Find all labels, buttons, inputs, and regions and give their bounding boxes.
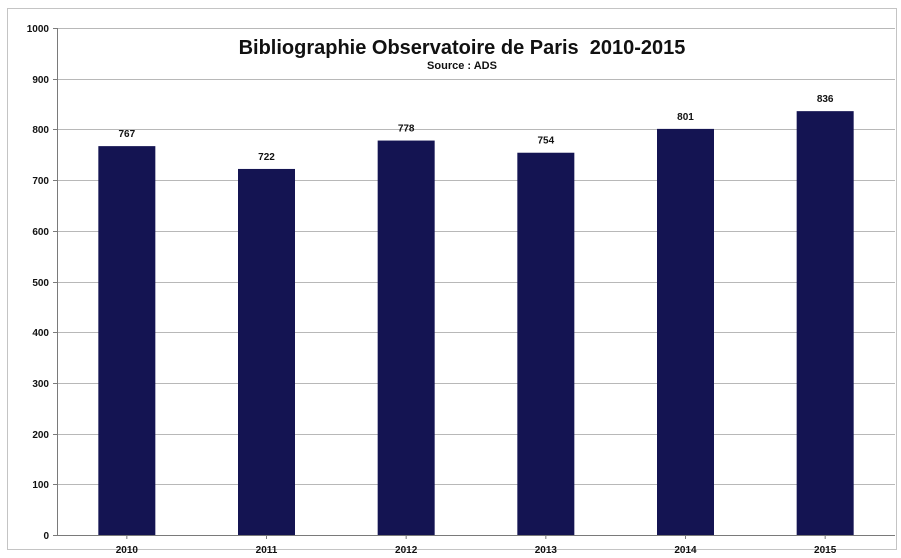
- x-tick-label: 2010: [116, 545, 139, 556]
- chart-subtitle: Source : ADS: [427, 60, 497, 72]
- data-label-2014: 801: [677, 112, 694, 123]
- y-tick-label: 200: [32, 430, 49, 441]
- chart-border: [7, 8, 897, 550]
- axes: [53, 28, 895, 539]
- data-label-2015: 836: [817, 94, 834, 105]
- data-label-2013: 754: [537, 136, 554, 147]
- y-tick-label: 0: [43, 531, 49, 542]
- data-label-2010: 767: [118, 129, 135, 140]
- data-label-2012: 778: [398, 124, 415, 135]
- bar-2013: [517, 152, 575, 536]
- bar-2010: [98, 146, 156, 536]
- chart-title: Bibliographie Observatoire de Paris 2010…: [239, 37, 686, 59]
- bar-2014: [657, 128, 714, 535]
- y-tick-label: 800: [32, 125, 49, 136]
- x-tick-label: 2015: [814, 545, 837, 556]
- x-tick-label: 2012: [395, 545, 418, 556]
- y-tick-label: 700: [32, 176, 49, 187]
- bar-2012: [377, 140, 435, 535]
- x-tick-label: 2013: [535, 545, 558, 556]
- y-tick-label: 1000: [27, 24, 50, 35]
- bar-2015: [796, 111, 854, 535]
- bars: [98, 111, 854, 536]
- labels: 0 100 200 300 400 500 600 700 800 900 1000 767 2010 7…: [27, 24, 837, 556]
- y-tick-label: 900: [32, 75, 49, 86]
- y-tick-label: 400: [32, 328, 49, 339]
- data-label-2011: 722: [258, 152, 275, 163]
- gridlines: [57, 28, 895, 485]
- y-tick-label: 100: [32, 480, 49, 491]
- y-tick-label: 600: [32, 227, 49, 238]
- y-tick-label: 500: [32, 278, 49, 289]
- x-tick-label: 2011: [256, 545, 278, 556]
- y-tick-label: 300: [32, 379, 49, 390]
- x-tick-label: 2014: [674, 545, 697, 556]
- bar-2011: [238, 168, 295, 536]
